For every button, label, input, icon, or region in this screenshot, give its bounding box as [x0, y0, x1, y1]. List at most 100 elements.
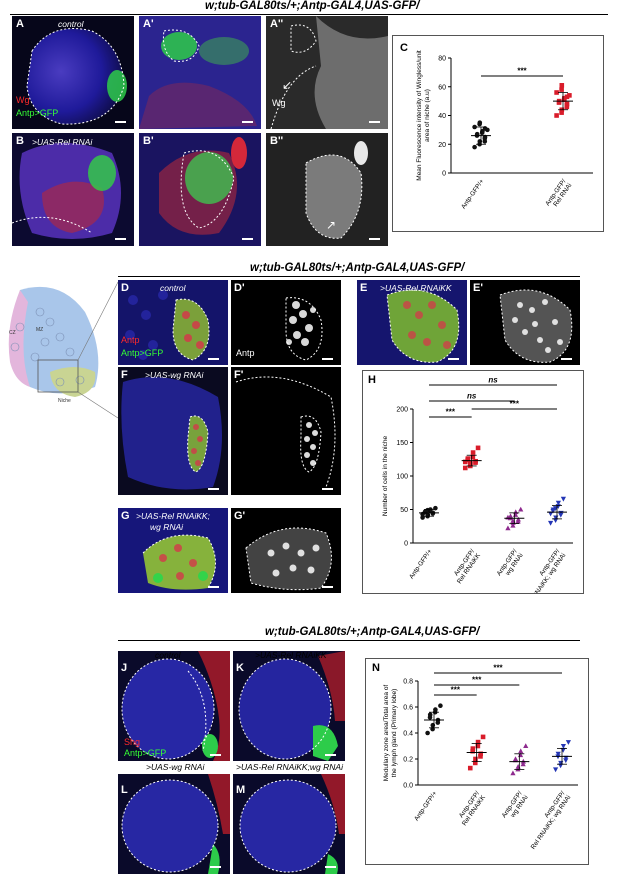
- chart-N-panel-label: N: [372, 662, 380, 674]
- chart-N: 0.0 0.2 0.4 0.6 0.8 Medullary zone area/Total…: [383, 664, 578, 851]
- scale-bar-A: [115, 121, 126, 123]
- scale-bar-D-prime: [322, 358, 333, 360]
- data-point: [554, 90, 559, 95]
- data-point: [567, 93, 572, 98]
- scale-bar-G-prime: [322, 586, 333, 588]
- lymph-gland-schematic: [8, 286, 99, 397]
- x-tick-label: Antp-GFP/+: [413, 790, 439, 822]
- significance-label: ns: [467, 392, 477, 401]
- y-tick-label: 0: [442, 171, 446, 178]
- title-rule-2: [118, 276, 580, 277]
- data-point: [433, 707, 438, 712]
- data-point: [472, 124, 477, 130]
- rnai-label-L: >UAS-wg RNAi: [146, 762, 205, 772]
- data-point: [473, 756, 478, 762]
- data-point: [548, 520, 554, 526]
- scale-bar-F: [208, 488, 219, 490]
- y-tick-label: 0: [404, 541, 408, 548]
- data-point: [470, 746, 476, 751]
- data-point: [475, 739, 481, 745]
- panel-label-B-prime: B': [143, 135, 154, 147]
- chart-N-box: 0.0 0.2 0.4 0.6 0.8 Medullary zone area/Total…: [365, 658, 589, 865]
- data-point: [559, 87, 564, 92]
- rnai-label-M: >UAS-Rel RNAiKK;wg RNAi: [236, 762, 343, 772]
- chart-C-box: 0 20 40 60 80 Mean Fluorescence intensity of …: [392, 35, 604, 232]
- data-point: [523, 743, 529, 748]
- schematic-label-niche: Niche: [58, 398, 71, 404]
- y-axis-label-line: Medullary zone area/Total area of: [383, 685, 390, 782]
- micrograph-A-double-prime: [266, 16, 388, 129]
- panel-label-B-double-prime: B'': [270, 135, 284, 147]
- scale-bar-E-prime: [561, 358, 572, 360]
- micrograph-E: [357, 280, 467, 365]
- title-rule-1: [10, 14, 608, 15]
- channel-label-antp-gfp-J: Antp>GFP: [124, 748, 167, 758]
- micrograph-D: [118, 280, 228, 365]
- x-tick-label: Antp-GFP/Rel RNAiKK: [450, 548, 482, 586]
- channel-label-antp-gfp-A: Antp>GFP: [16, 108, 59, 118]
- micrograph-K: [233, 651, 345, 761]
- control-label-D: control: [160, 283, 186, 293]
- data-point: [472, 144, 477, 150]
- arrow-B-double-prime: ↗: [326, 218, 337, 232]
- data-point: [482, 139, 488, 144]
- significance-label: ***: [517, 67, 527, 76]
- data-point: [470, 748, 475, 754]
- x-tick-label: Antp-GFP/Rel RNAiKK; wg RNAi: [524, 790, 572, 851]
- panel-label-A-prime: A': [143, 18, 154, 30]
- genotype-title-1: w;tub-GAL80ts/+;Antp-GAL4,UAS-GFP/: [205, 0, 420, 12]
- micrograph-G: [118, 508, 228, 593]
- data-point: [559, 83, 565, 88]
- data-point: [558, 763, 564, 769]
- x-tick-label: Antp-GFP/wg RNAi: [501, 790, 530, 823]
- data-point: [477, 139, 483, 144]
- rnai-label-E: >UAS-Rel RNAiKK: [380, 283, 452, 293]
- scale-bar-E: [448, 358, 459, 360]
- data-point: [515, 516, 521, 522]
- data-point: [555, 751, 561, 757]
- significance-label: ***: [493, 664, 503, 673]
- scale-bar-A-prime: [242, 121, 253, 123]
- data-point: [427, 712, 433, 718]
- panel-label-K: K: [236, 662, 244, 674]
- data-point: [438, 703, 443, 708]
- data-point: [467, 765, 473, 771]
- y-tick-label: 0.8: [403, 679, 413, 686]
- y-tick-label: 40: [438, 113, 446, 120]
- scale-bar-G: [208, 586, 219, 588]
- micrograph-D-prime: [231, 280, 341, 365]
- schematic-label-mz: MZ: [36, 327, 44, 333]
- chart-H-panel-label: H: [368, 374, 376, 386]
- data-point: [425, 730, 430, 736]
- chart-C: 0 20 40 60 80 Mean Fluorescence intensity of …: [416, 50, 593, 210]
- title-rule-3: [118, 640, 580, 641]
- data-point: [420, 515, 425, 520]
- data-point: [462, 465, 468, 471]
- x-tick-label: Antp-GFP/wg RNAi: [496, 548, 525, 581]
- data-point: [548, 511, 554, 517]
- rnai-label-B: >UAS-Rel RNAi: [32, 137, 93, 147]
- y-tick-label: 60: [438, 84, 446, 91]
- data-point: [505, 525, 511, 531]
- panel-label-J: J: [121, 662, 128, 674]
- significance-label: ***: [472, 676, 482, 685]
- x-tick-label: Antp-GFP/+: [408, 548, 434, 580]
- channel-label-wg: Wg: [16, 95, 30, 105]
- panel-label-A-double-prime: A'': [270, 18, 284, 30]
- y-tick-label: 0.6: [403, 705, 413, 712]
- micrograph-B-double-prime: [266, 133, 388, 246]
- genotype-title-2: w;tub-GAL80ts/+;Antp-GAL4,UAS-GFP/: [250, 262, 465, 274]
- y-axis-label: Mean Fluorescence intensity of Wingless/…: [416, 50, 431, 181]
- panel-label-F-prime: F': [234, 369, 244, 381]
- panel-label-E-prime: E': [473, 282, 483, 294]
- y-axis-label-line: Mean Fluorescence intensity of Wingless/…: [416, 50, 423, 181]
- x-tick-label: Antp-GFP/Rel RNAiKK: [455, 790, 487, 828]
- data-point: [470, 450, 476, 455]
- data-point: [559, 110, 564, 115]
- data-point: [470, 454, 476, 460]
- panel-label-F: F: [121, 369, 128, 381]
- micrograph-A-prime: [139, 16, 261, 129]
- data-point: [473, 458, 478, 464]
- y-tick-label: 0.0: [403, 783, 413, 790]
- scale-bar-A-double-prime: [369, 121, 380, 123]
